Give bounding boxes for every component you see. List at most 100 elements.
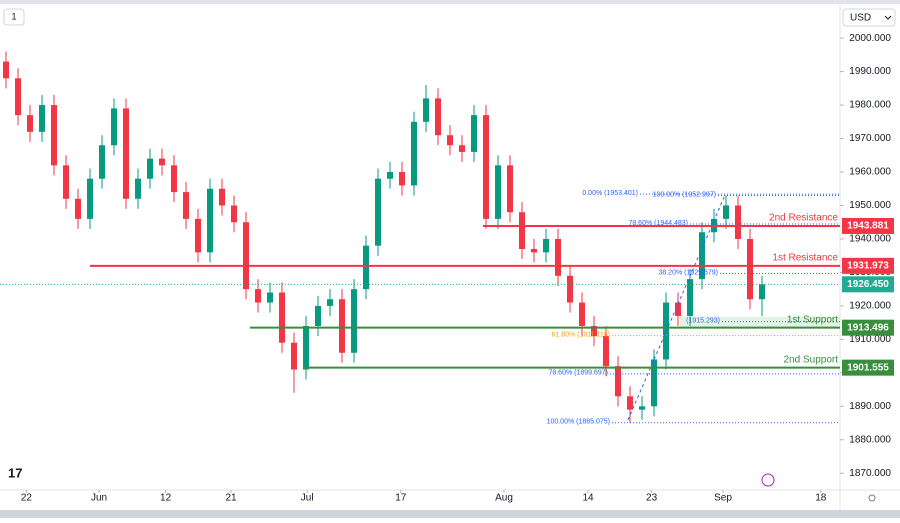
candle-body <box>747 238 753 300</box>
y-tick-label: 1920.000 <box>849 301 891 312</box>
level-price-box <box>842 319 894 336</box>
candle-body <box>207 188 213 253</box>
last-price-box <box>842 276 894 293</box>
currency-button[interactable] <box>842 8 896 27</box>
currency-label[interactable]: USD <box>850 13 871 24</box>
y-tick-label: 2000.000 <box>849 33 891 44</box>
logo: 17 <box>8 465 22 480</box>
y-tick-label: 1910.000 <box>849 334 891 345</box>
candle-body <box>75 198 81 219</box>
x-tick-label: 23 <box>646 493 658 504</box>
candle-body <box>27 115 33 132</box>
candle-body <box>579 302 585 326</box>
candle-body <box>315 305 321 326</box>
interval-label[interactable]: 1 <box>11 11 16 21</box>
candle-body <box>759 284 765 300</box>
level-price-box <box>842 217 894 234</box>
y-tick-label: 1960.000 <box>849 167 891 178</box>
candle-body <box>447 135 453 146</box>
candle-body <box>495 165 501 219</box>
candle-body <box>435 98 441 136</box>
candle-body <box>63 165 69 199</box>
last-price-label: 1926.450 <box>847 279 889 290</box>
candle-body <box>219 188 225 206</box>
candle-body <box>111 108 117 146</box>
candle-body <box>279 292 285 343</box>
level-name: 2nd Support <box>784 354 839 365</box>
candle-body <box>519 212 525 249</box>
candle-body <box>171 165 177 193</box>
fib-label: 0.00% (1953.401) <box>582 190 638 197</box>
currency-caret <box>884 15 892 20</box>
candle-body <box>387 172 393 179</box>
candle-body <box>87 178 93 219</box>
level-price: 1901.555 <box>847 362 889 373</box>
x-tick-label: 21 <box>225 493 237 504</box>
event-icon[interactable] <box>761 473 775 487</box>
fib-label: 61.80% (1911.116) <box>551 331 610 338</box>
fib-label: 78.60% (1899.697) <box>548 370 608 377</box>
y-tick-label: 1950.000 <box>849 200 891 211</box>
x-tick-label: 18 <box>815 493 827 504</box>
candle-body <box>459 145 465 152</box>
x-tick-label: 22 <box>21 493 33 504</box>
candle-body <box>543 238 549 253</box>
candle-body <box>471 115 477 152</box>
settings-icon[interactable] <box>868 494 876 502</box>
y-tick-label: 1990.000 <box>849 66 891 77</box>
fib-label: 78.60% (1944.483) <box>628 220 688 227</box>
candle-body <box>147 158 153 179</box>
support-zone <box>680 316 840 328</box>
x-tick-label: Aug <box>495 493 513 504</box>
candle-body <box>723 205 729 219</box>
candle-body <box>327 299 333 306</box>
candle-body <box>627 396 633 410</box>
candle-body <box>15 78 21 116</box>
candle-body <box>483 115 489 219</box>
level-name: 1st Support <box>787 314 838 325</box>
candle-body <box>675 302 681 316</box>
x-tick-label: Sep <box>714 493 732 504</box>
fib-label: (1915.293) <box>686 318 720 325</box>
candle-body <box>123 108 129 199</box>
candle-body <box>363 245 369 290</box>
candle-body <box>195 218 201 253</box>
candle-body <box>399 172 405 186</box>
candle-body <box>555 238 561 276</box>
candle-body <box>639 406 645 410</box>
candle-body <box>267 292 273 303</box>
candle-body <box>507 165 513 213</box>
candle-body <box>99 145 105 179</box>
candle-body <box>603 336 609 367</box>
fib-label: 100.00% (1952.997) <box>653 191 716 198</box>
candle-body <box>159 158 165 166</box>
interval-button[interactable] <box>3 8 25 26</box>
x-tick-label: 17 <box>395 493 407 504</box>
candle-body <box>3 61 9 79</box>
candle-body <box>651 359 657 407</box>
x-tick-label: 12 <box>160 493 172 504</box>
level-price: 1943.881 <box>847 221 889 232</box>
candle-body <box>231 205 237 223</box>
candle-body <box>615 366 621 397</box>
x-tick-label: 14 <box>582 493 594 504</box>
candle-body <box>39 105 45 132</box>
bottom-border <box>0 510 900 518</box>
candle-body <box>531 249 537 253</box>
candle-body <box>591 325 597 337</box>
candle-body <box>375 178 381 246</box>
level-price-box <box>842 359 894 376</box>
level-name: 1st Resistance <box>772 252 838 263</box>
level-price: 1931.973 <box>847 260 889 271</box>
candle-body <box>51 105 57 166</box>
fib-label: 100.00% (1885.075) <box>547 419 610 426</box>
level-name: 2nd Resistance <box>769 213 838 224</box>
level-price: 1913.496 <box>847 322 889 333</box>
y-tick-label: 1940.000 <box>849 234 891 245</box>
candle-body <box>687 279 693 316</box>
y-tick-label: 1870.000 <box>849 468 891 479</box>
level-price-box <box>842 257 894 274</box>
candle-body <box>351 289 357 353</box>
fib-label: 38.20% (1929.679) <box>658 269 718 276</box>
